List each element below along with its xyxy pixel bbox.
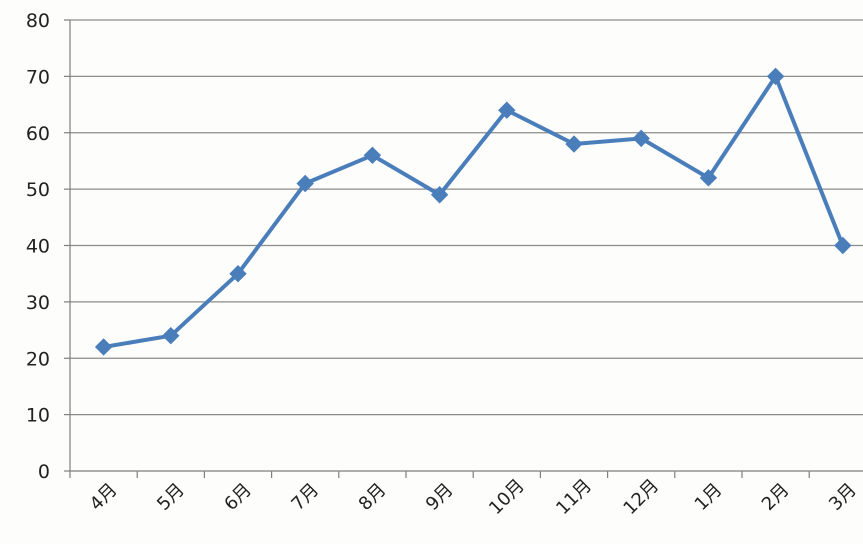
data-point-4月 [94,338,113,356]
y-tick-label: 20 [26,348,50,370]
data-point-3月 [834,236,852,255]
x-tick-label: 12月 [619,475,663,519]
x-tick-label: 2月 [758,479,794,515]
series-line [101,74,845,349]
data-point-8月 [363,146,382,165]
x-tick-label: 9月 [422,479,458,515]
data-point-9月 [430,186,449,204]
x-tick-label: 11月 [552,475,596,519]
y-tick-label: 30 [26,292,50,314]
x-tick-label: 10月 [485,475,529,519]
y-tick-label: 40 [26,236,50,258]
data-point-11月 [565,135,583,153]
x-tick-label: 6月 [220,479,256,515]
x-tick-labels: 4月 5月 6月 7月 8月 9月 10月 11月 12月 1月 2月 3月 [86,475,861,519]
x-tick-label: 7月 [287,479,323,515]
data-point-2月 [766,67,785,86]
data-point-10月 [498,101,516,119]
x-tick-label: 5月 [153,479,189,515]
data-point-7月 [296,174,314,193]
data-point-1月 [699,169,718,187]
x-tick-label: 1月 [691,479,727,515]
data-point-5月 [162,326,180,345]
series [94,67,852,356]
x-tick-label: 4月 [86,479,122,515]
y-tick-labels: 0 10 20 30 40 50 60 70 80 [26,10,50,483]
data-point-12月 [632,129,650,148]
x-tick-label: 3月 [825,479,861,515]
y-tick-label: 0 [38,461,50,483]
data-point-6月 [229,264,247,283]
y-tick-label: 70 [26,66,50,88]
gridlines [70,19,863,416]
y-tick-label: 50 [26,179,50,201]
y-tick-label: 10 [26,405,50,427]
axes [64,19,863,478]
y-tick-label: 80 [26,10,50,32]
x-tick-label: 8月 [355,479,391,515]
y-tick-label: 60 [26,123,50,145]
